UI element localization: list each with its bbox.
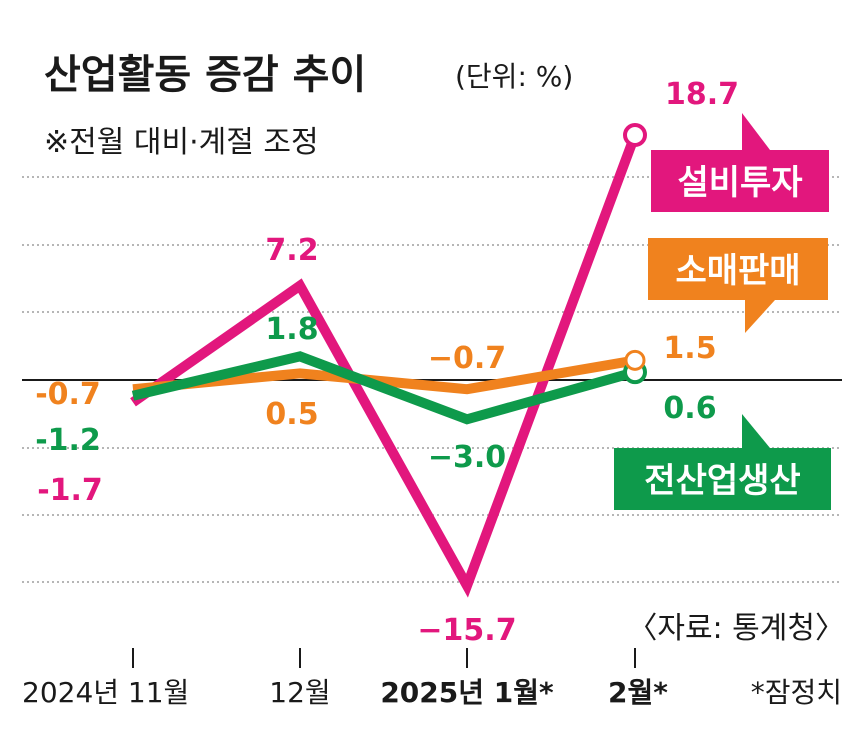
x-axis-label: 2024년 11월 bbox=[22, 676, 189, 709]
data-labels: -1.7 7.2 −15.7 18.7 -0.7 0.5 −0.7 1.5 -1.2 1.8 −3.… bbox=[35, 77, 739, 648]
series-line-industry bbox=[131, 351, 637, 425]
data-label: -1.7 bbox=[37, 473, 103, 508]
series-tag-industry-pointer bbox=[742, 414, 770, 448]
series-tag-equipment-label: 설비투자 bbox=[677, 163, 802, 203]
chart-note: ※전월 대비·계절 조정 bbox=[44, 125, 319, 160]
end-marker bbox=[624, 349, 646, 371]
unit-label: (단위: %) bbox=[455, 60, 573, 93]
series-line-retail bbox=[132, 355, 636, 395]
x-axis-label: 2월* bbox=[608, 676, 668, 709]
x-axis-label: 2025년 1월* bbox=[380, 676, 554, 709]
series-tag-retail-pointer bbox=[745, 300, 775, 333]
data-label: −15.7 bbox=[417, 613, 516, 648]
series-line-equipment bbox=[130, 133, 640, 598]
data-label: 1.5 bbox=[663, 331, 716, 366]
data-label: 1.8 bbox=[265, 312, 318, 347]
data-label: -1.2 bbox=[35, 423, 101, 458]
series-tag-industry-box bbox=[614, 448, 831, 510]
series-tag-industry-label: 전산업생산 bbox=[644, 461, 800, 501]
series-tag-retail-label: 소매판매 bbox=[675, 251, 800, 291]
series-tag-equipment-pointer bbox=[742, 113, 770, 150]
data-label: -0.7 bbox=[35, 377, 101, 412]
chart-title: 산업활동 증감 추이 bbox=[44, 52, 366, 98]
series-tag-retail-box bbox=[648, 238, 828, 300]
series-tag-equipment-box bbox=[651, 150, 829, 212]
footnote-label: *잠정치 bbox=[751, 676, 842, 709]
series-lines bbox=[130, 123, 647, 598]
data-label: 0.6 bbox=[663, 391, 716, 426]
data-label: 0.5 bbox=[265, 397, 318, 432]
x-axis-labels: 2024년 11월 12월 2025년 1월* 2월* bbox=[22, 676, 668, 709]
x-ticks bbox=[132, 648, 636, 668]
x-axis-label: 12월 bbox=[269, 676, 330, 709]
data-label: 7.2 bbox=[265, 233, 318, 268]
data-label: −0.7 bbox=[428, 341, 506, 376]
source-label: 〈자료: 통계청〉 bbox=[627, 611, 845, 646]
data-label: −3.0 bbox=[428, 440, 506, 475]
data-label: 18.7 bbox=[665, 77, 739, 112]
end-marker bbox=[623, 123, 647, 148]
